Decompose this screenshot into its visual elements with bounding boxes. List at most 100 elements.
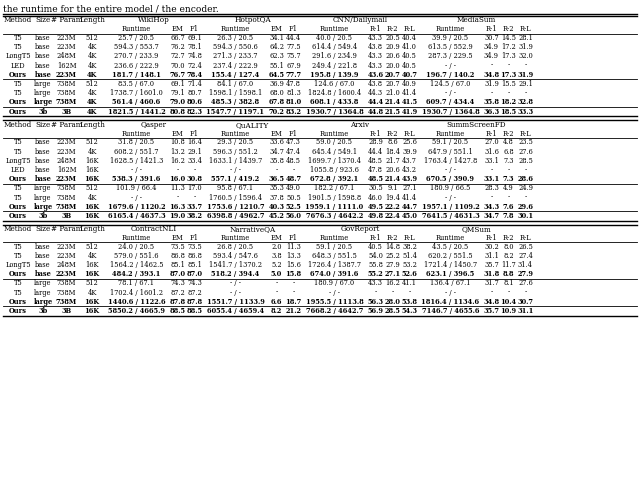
Text: 6.6: 6.6: [271, 298, 282, 306]
Text: 87.2: 87.2: [170, 289, 185, 297]
Text: 4K: 4K: [87, 61, 97, 70]
Text: 34.7: 34.7: [269, 147, 284, 156]
Text: 7146.7 / 4655.6: 7146.7 / 4655.6: [422, 307, 479, 315]
Text: 3b: 3b: [38, 307, 47, 315]
Text: 4K: 4K: [87, 194, 97, 202]
Text: 8.8: 8.8: [503, 270, 515, 278]
Text: large: large: [35, 289, 52, 297]
Text: 31.9: 31.9: [484, 80, 499, 88]
Text: 31.8 / 20.5: 31.8 / 20.5: [118, 139, 155, 146]
Text: 21.4: 21.4: [385, 99, 401, 106]
Text: base: base: [35, 61, 51, 70]
Text: 3B: 3B: [61, 307, 72, 315]
Text: EM: EM: [172, 25, 184, 33]
Text: T5: T5: [13, 147, 22, 156]
Text: 74.3: 74.3: [187, 280, 202, 287]
Text: 28.1: 28.1: [518, 34, 533, 42]
Text: 1055.8 / 923.6: 1055.8 / 923.6: [310, 166, 359, 174]
Text: # Param: # Param: [51, 225, 83, 233]
Text: 40.5: 40.5: [402, 61, 417, 70]
Text: base: base: [35, 71, 51, 79]
Text: 6165.4 / 4637.3: 6165.4 / 4637.3: [108, 212, 165, 220]
Text: 3b: 3b: [38, 108, 47, 116]
Text: 44.4: 44.4: [368, 147, 383, 156]
Text: -: -: [490, 289, 493, 297]
Text: large: large: [33, 298, 52, 306]
Text: 59.1 / 20.5: 59.1 / 20.5: [433, 139, 468, 146]
Text: -: -: [193, 194, 196, 202]
Text: 237.4 / 222.9: 237.4 / 222.9: [213, 61, 258, 70]
Text: 36.3: 36.3: [483, 108, 500, 116]
Text: 11.3: 11.3: [286, 243, 301, 251]
Text: 40.7: 40.7: [401, 71, 417, 79]
Text: 561.4 / 460.6: 561.4 / 460.6: [113, 99, 161, 106]
Text: 538.3 / 391.6: 538.3 / 391.6: [112, 175, 161, 183]
Text: 24.9: 24.9: [518, 184, 533, 192]
Text: 223M: 223M: [57, 252, 76, 260]
Text: 59.1 / 20.5: 59.1 / 20.5: [316, 243, 353, 251]
Text: 1547.7 / 1197.1: 1547.7 / 1197.1: [207, 108, 264, 116]
Text: 6398.8 / 4962.7: 6398.8 / 4962.7: [207, 212, 264, 220]
Text: 44.3: 44.3: [368, 89, 383, 97]
Text: 41.5: 41.5: [401, 99, 417, 106]
Text: Runtime: Runtime: [436, 234, 465, 242]
Text: Runtime: Runtime: [122, 25, 151, 33]
Text: Ours: Ours: [9, 175, 27, 183]
Text: Runtime: Runtime: [436, 25, 465, 33]
Text: -: -: [374, 289, 376, 297]
Text: -: -: [193, 166, 196, 174]
Text: 67.9: 67.9: [286, 61, 301, 70]
Text: 4K: 4K: [87, 53, 97, 61]
Text: 73.5: 73.5: [170, 243, 185, 251]
Text: 52.6: 52.6: [401, 270, 417, 278]
Text: 27.6: 27.6: [518, 147, 533, 156]
Text: 43.2: 43.2: [402, 166, 417, 174]
Text: 4K: 4K: [87, 252, 97, 260]
Text: Length: Length: [79, 121, 105, 129]
Text: 1957.1 / 1109.2: 1957.1 / 1109.2: [422, 203, 479, 211]
Text: T5: T5: [13, 80, 22, 88]
Text: 53.8: 53.8: [401, 298, 417, 306]
Text: 9.1: 9.1: [387, 184, 398, 192]
Text: 162M: 162M: [57, 61, 76, 70]
Text: T5: T5: [13, 34, 22, 42]
Text: R-L: R-L: [520, 25, 531, 33]
Text: R-L: R-L: [404, 25, 415, 33]
Text: Length: Length: [79, 17, 105, 24]
Text: 16K: 16K: [85, 166, 99, 174]
Text: 27.1: 27.1: [402, 184, 417, 192]
Text: -: -: [177, 194, 179, 202]
Text: 79.0: 79.0: [170, 99, 186, 106]
Text: 223M: 223M: [57, 43, 76, 51]
Text: 28.5: 28.5: [385, 307, 401, 315]
Text: 88.5: 88.5: [170, 307, 186, 315]
Text: GovReport: GovReport: [340, 225, 380, 233]
Text: 8.1: 8.1: [503, 280, 514, 287]
Text: 56.9: 56.9: [367, 307, 383, 315]
Text: 17.0: 17.0: [187, 184, 202, 192]
Text: 16.2: 16.2: [170, 157, 185, 165]
Text: 78.1: 78.1: [187, 43, 202, 51]
Text: R-2: R-2: [503, 234, 515, 242]
Text: 31.9: 31.9: [517, 71, 534, 79]
Text: Method: Method: [4, 121, 32, 129]
Text: 20.7: 20.7: [385, 71, 401, 79]
Text: 40.5: 40.5: [368, 243, 383, 251]
Text: 1440.6 / 1122.6: 1440.6 / 1122.6: [108, 298, 165, 306]
Text: 27.4: 27.4: [518, 252, 533, 260]
Text: 43.3: 43.3: [368, 34, 383, 42]
Text: - / -: - / -: [230, 280, 241, 287]
Text: T5: T5: [13, 43, 22, 51]
Text: 26.3 / 20.5: 26.3 / 20.5: [218, 34, 253, 42]
Text: 484.2 / 393.1: 484.2 / 393.1: [112, 270, 161, 278]
Text: 16.2: 16.2: [385, 280, 400, 287]
Text: 25.6: 25.6: [402, 139, 417, 146]
Text: 31.6: 31.6: [484, 147, 499, 156]
Text: 43.8: 43.8: [368, 80, 383, 88]
Text: 84.1 / 67.0: 84.1 / 67.0: [218, 80, 253, 88]
Text: 70.0: 70.0: [170, 61, 185, 70]
Text: 594.3 / 553.7: 594.3 / 553.7: [114, 43, 159, 51]
Text: 8.2: 8.2: [503, 252, 514, 260]
Text: 13.3: 13.3: [286, 252, 301, 260]
Text: EM: EM: [271, 129, 282, 138]
